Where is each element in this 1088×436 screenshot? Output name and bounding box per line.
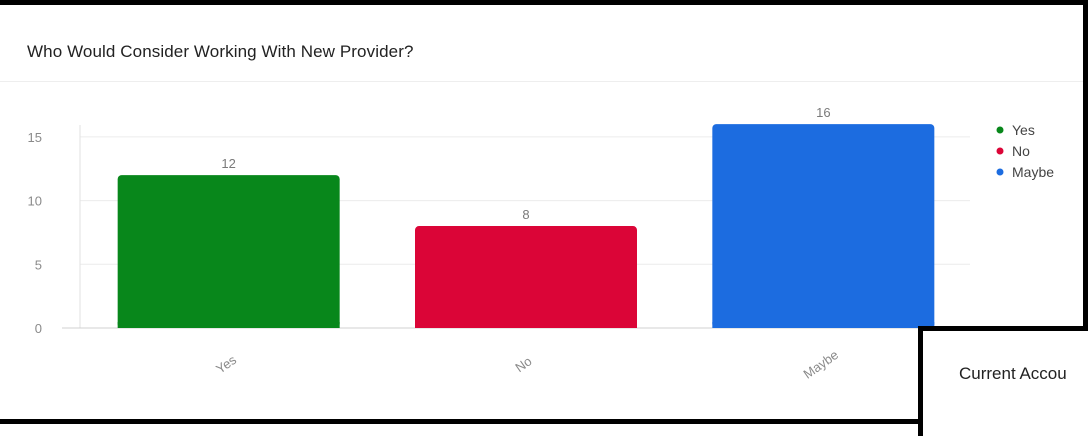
legend-marker [996, 168, 1004, 176]
current-accounts-title: Current Accou [959, 364, 1067, 383]
legend-marker [996, 126, 1004, 134]
bar-base-no [415, 322, 637, 328]
chart-title: Who Would Consider Working With New Prov… [27, 42, 414, 61]
bar-maybe [712, 124, 935, 328]
x-tick-label: Maybe [800, 347, 841, 382]
bar-chart: 0 5 10 15 12 Yes 8 No 16 Maybe Yes No Maybe [28, 105, 1055, 382]
bar-no [415, 226, 637, 328]
data-label: 8 [522, 207, 529, 222]
current-accounts-panel: Current Accou [918, 326, 1088, 436]
bar-base-maybe [712, 322, 935, 328]
legend-label: No [1012, 143, 1030, 159]
legend-label: Yes [1012, 122, 1035, 138]
y-tick-label: 5 [35, 257, 42, 272]
x-tick-label: Yes [213, 352, 239, 377]
legend-label: Maybe [1012, 164, 1054, 180]
legend-marker [996, 147, 1004, 155]
chart-header: Who Would Consider Working With New Prov… [0, 10, 1083, 82]
y-tick-label: 15 [28, 130, 42, 145]
x-tick-label: No [512, 353, 534, 375]
bar-yes [117, 175, 340, 328]
data-label: 16 [816, 105, 830, 120]
data-label: 12 [221, 156, 235, 171]
y-tick-label: 10 [28, 194, 42, 209]
y-tick-label: 0 [35, 321, 42, 336]
bar-base-yes [117, 322, 340, 328]
